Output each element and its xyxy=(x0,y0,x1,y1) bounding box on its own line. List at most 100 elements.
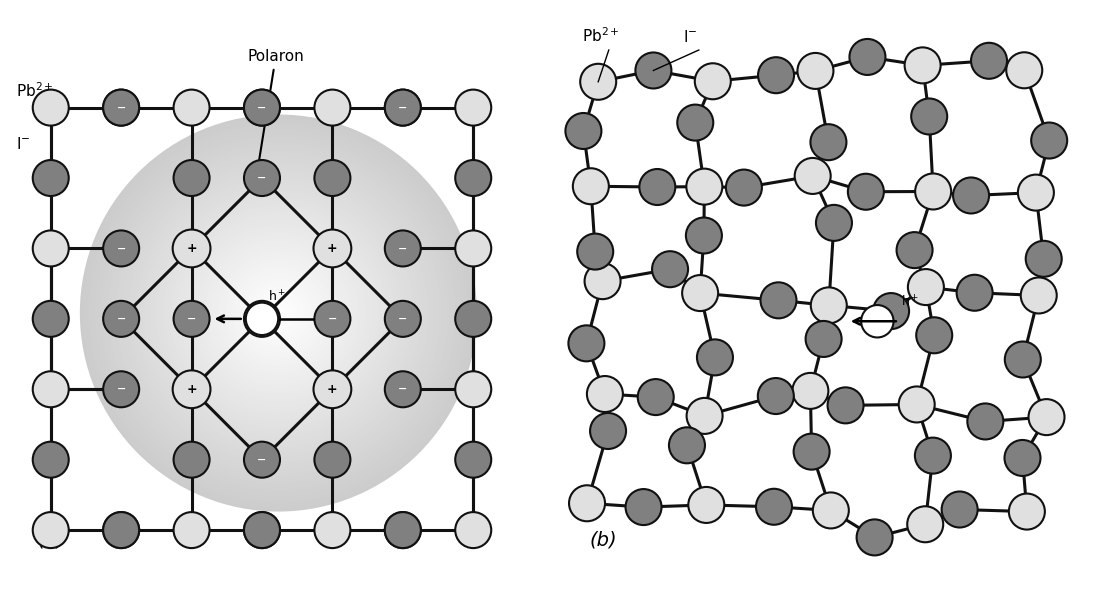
Text: (b): (b) xyxy=(589,531,617,550)
Circle shape xyxy=(152,187,405,439)
Text: Pb$^{2+}$: Pb$^{2+}$ xyxy=(582,26,620,45)
Circle shape xyxy=(456,301,491,337)
Circle shape xyxy=(232,266,325,360)
Circle shape xyxy=(668,427,705,464)
Text: Pb$^{2+}$: Pb$^{2+}$ xyxy=(17,81,54,100)
Circle shape xyxy=(271,306,286,320)
Circle shape xyxy=(908,507,943,542)
Circle shape xyxy=(33,90,68,125)
Circle shape xyxy=(797,53,834,89)
Circle shape xyxy=(569,485,606,521)
Text: +: + xyxy=(186,242,196,255)
Text: −: − xyxy=(257,173,267,183)
Circle shape xyxy=(157,191,400,435)
Circle shape xyxy=(109,144,447,482)
Circle shape xyxy=(33,442,68,478)
Circle shape xyxy=(97,132,460,494)
Circle shape xyxy=(1005,440,1040,476)
Circle shape xyxy=(173,512,210,548)
Circle shape xyxy=(228,263,328,363)
Circle shape xyxy=(33,371,68,407)
Circle shape xyxy=(811,124,846,160)
Circle shape xyxy=(827,388,864,423)
Circle shape xyxy=(248,283,308,343)
Circle shape xyxy=(640,169,675,205)
Circle shape xyxy=(196,231,361,395)
Circle shape xyxy=(580,64,617,100)
Circle shape xyxy=(107,142,450,484)
Circle shape xyxy=(149,184,407,442)
Circle shape xyxy=(199,234,357,392)
Circle shape xyxy=(142,177,415,449)
Circle shape xyxy=(127,161,430,464)
Circle shape xyxy=(811,287,847,323)
Circle shape xyxy=(625,489,662,525)
Circle shape xyxy=(173,90,210,125)
Text: −: − xyxy=(398,102,407,112)
Circle shape xyxy=(1005,342,1041,378)
Circle shape xyxy=(242,276,315,350)
Circle shape xyxy=(917,317,952,353)
Text: −: − xyxy=(257,314,267,324)
Circle shape xyxy=(189,224,367,402)
Circle shape xyxy=(238,273,318,353)
Circle shape xyxy=(256,291,301,335)
Text: +: + xyxy=(328,383,338,396)
Circle shape xyxy=(234,269,323,358)
Circle shape xyxy=(756,489,792,525)
Circle shape xyxy=(385,512,421,548)
Circle shape xyxy=(590,413,627,449)
Circle shape xyxy=(132,167,425,459)
Circle shape xyxy=(192,226,365,400)
Circle shape xyxy=(915,174,951,210)
Circle shape xyxy=(33,230,68,266)
Text: h$^+$: h$^+$ xyxy=(901,294,919,309)
Circle shape xyxy=(794,434,829,469)
Circle shape xyxy=(697,339,733,375)
Circle shape xyxy=(385,90,421,125)
Circle shape xyxy=(1018,174,1053,211)
Circle shape xyxy=(83,117,474,509)
Circle shape xyxy=(33,301,68,337)
Circle shape xyxy=(104,90,139,125)
Circle shape xyxy=(587,376,623,412)
Circle shape xyxy=(792,373,828,409)
Circle shape xyxy=(314,442,351,478)
Circle shape xyxy=(208,243,347,382)
Circle shape xyxy=(1020,277,1057,313)
Circle shape xyxy=(147,181,410,445)
Circle shape xyxy=(226,261,331,365)
Circle shape xyxy=(115,149,442,477)
Circle shape xyxy=(686,217,721,253)
Text: Polaron: Polaron xyxy=(247,49,304,170)
Circle shape xyxy=(816,205,852,241)
Circle shape xyxy=(904,47,941,84)
Circle shape xyxy=(572,168,609,204)
Circle shape xyxy=(953,177,989,213)
Circle shape xyxy=(276,310,281,316)
Circle shape xyxy=(911,98,947,134)
Text: −: − xyxy=(186,314,196,324)
Circle shape xyxy=(956,274,993,311)
Circle shape xyxy=(85,120,472,507)
Circle shape xyxy=(176,211,381,415)
Circle shape xyxy=(652,251,688,287)
Circle shape xyxy=(246,281,311,345)
Circle shape xyxy=(244,512,280,548)
Circle shape xyxy=(135,169,422,457)
Circle shape xyxy=(268,303,288,323)
Circle shape xyxy=(385,512,421,548)
Circle shape xyxy=(1031,123,1068,158)
Circle shape xyxy=(861,305,893,337)
Circle shape xyxy=(154,189,403,437)
Circle shape xyxy=(314,301,351,337)
Circle shape xyxy=(385,90,421,125)
Text: −: − xyxy=(398,384,407,394)
Circle shape xyxy=(246,303,278,335)
Circle shape xyxy=(971,43,1007,79)
Circle shape xyxy=(688,487,725,523)
Circle shape xyxy=(244,301,280,337)
Text: −: − xyxy=(117,314,126,324)
Circle shape xyxy=(216,251,341,375)
Circle shape xyxy=(104,90,139,125)
